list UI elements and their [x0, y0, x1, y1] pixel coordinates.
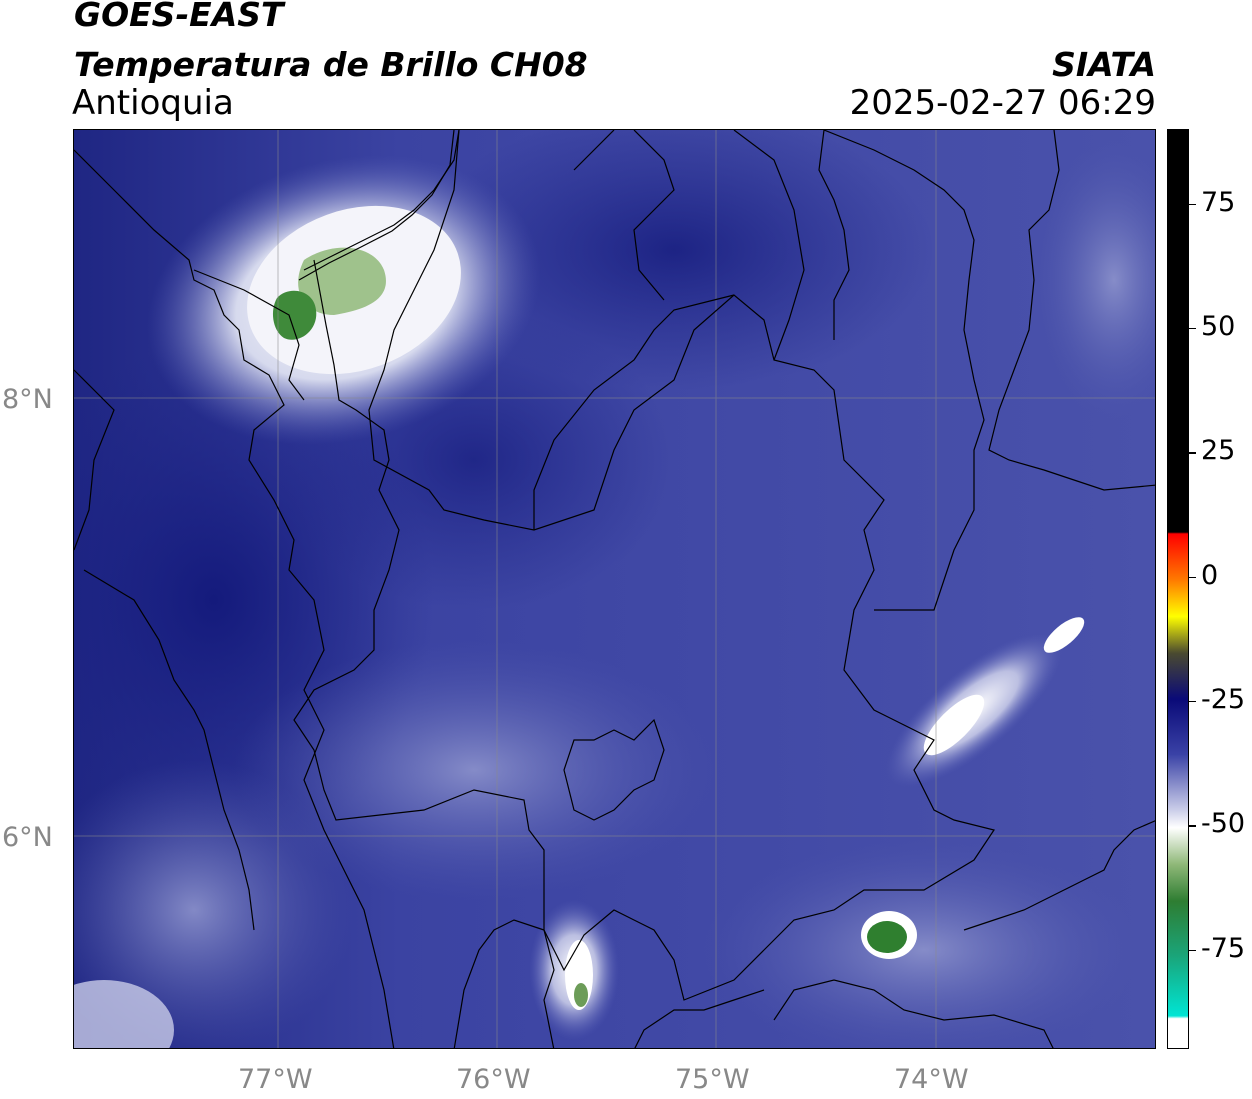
- colorbar-tick-label: -75: [1201, 932, 1246, 964]
- lon-label-74w: 74°W: [894, 1064, 969, 1095]
- colorbar-tick: [1188, 949, 1196, 952]
- colorbar-tick-label: -25: [1201, 683, 1246, 715]
- colorbar-tick-label: 25: [1201, 435, 1236, 467]
- east-cloud-band-tip: [1043, 617, 1085, 653]
- southeast-green-cell: [867, 921, 907, 953]
- colorbar-gradient: [1168, 130, 1188, 1048]
- east-cloud-band-core: [923, 694, 985, 756]
- light-patch-south: [234, 640, 714, 900]
- colorbar-tick: [1188, 452, 1196, 454]
- light-patch-southwest: [74, 760, 354, 1048]
- colorbar-tick-label: -50: [1201, 808, 1246, 840]
- lon-label-76w: 76°W: [456, 1064, 531, 1095]
- light-patch-southeast: [704, 840, 1144, 1048]
- lat-label-6n: 6°N: [2, 822, 53, 853]
- title-region: Antioquia: [72, 83, 234, 123]
- lon-label-75w: 75°W: [675, 1064, 750, 1095]
- map-panel: [73, 129, 1156, 1049]
- boundaries: [74, 130, 1155, 1048]
- colorbar-tick: [1188, 203, 1196, 206]
- lon-label-77w: 77°W: [238, 1064, 313, 1095]
- light-patch-northeast: [1034, 140, 1155, 420]
- datetime-label: 2025-02-27 06:29: [849, 83, 1156, 123]
- colorbar-tick: [1188, 327, 1196, 330]
- map-canvas: [74, 130, 1155, 1048]
- colorbar: [1167, 129, 1189, 1049]
- title-satellite: GOES-EAST: [74, 0, 284, 34]
- colorbar-tick-label: 0: [1201, 559, 1219, 591]
- northwest-core-green: [272, 290, 317, 340]
- title-product: Temperatura de Brillo CH08: [74, 45, 588, 84]
- light-patch-bottom-left: [74, 980, 174, 1048]
- colorbar-tick: [1188, 825, 1196, 827]
- colorbar-tick-label: 75: [1201, 186, 1236, 218]
- graticule: [74, 130, 1155, 1048]
- colorbar-tick: [1188, 576, 1196, 579]
- southwest-cloud-green: [574, 983, 588, 1007]
- lat-label-8n: 8°N: [2, 384, 53, 415]
- northwest-cloud-core-green: [298, 247, 386, 315]
- colorbar-tick: [1188, 700, 1196, 703]
- brand-label: SIATA: [1052, 45, 1156, 84]
- colorbar-tick-label: 50: [1201, 310, 1236, 342]
